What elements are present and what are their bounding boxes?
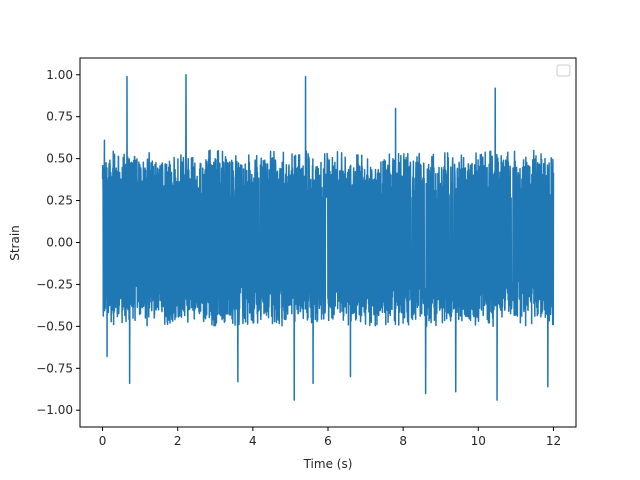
y-tick-label: −0.50: [36, 319, 73, 333]
y-tick-label: 0.50: [46, 152, 73, 166]
series-line: [101, 74, 555, 401]
legend-box: [556, 64, 571, 77]
y-tick-label: 0.00: [46, 236, 73, 250]
y-tick-label: 0.25: [46, 194, 73, 208]
x-tick-label: 12: [546, 434, 561, 448]
x-axis-label: Time (s): [303, 457, 353, 471]
y-axis-label: Strain: [8, 225, 22, 261]
y-tick-label: 0.75: [46, 110, 73, 124]
y-tick-label: −1.00: [36, 403, 73, 417]
x-tick-label: 4: [249, 434, 257, 448]
x-tick-label: 10: [471, 434, 486, 448]
ticks-group: 0 2 4 6 8 10 12 −1.00 −0.75 −0.50 −0.25 0.00 0.25 0.5…: [36, 68, 561, 448]
x-tick-label: 2: [174, 434, 182, 448]
x-tick-label: 6: [324, 434, 332, 448]
x-tick-label: 0: [99, 434, 107, 448]
series-group: [101, 74, 555, 401]
y-tick-label: −0.75: [36, 361, 73, 375]
y-tick-label: 1.00: [46, 68, 73, 82]
x-tick-label: 8: [399, 434, 407, 448]
y-tick-label: −0.25: [36, 277, 73, 291]
